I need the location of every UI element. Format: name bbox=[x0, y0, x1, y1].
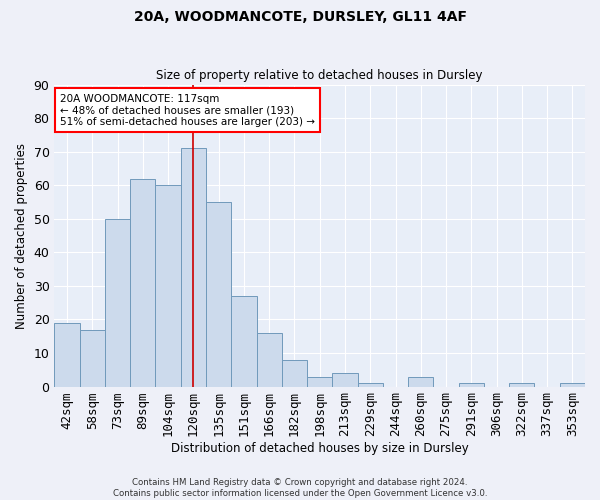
Bar bbox=[181, 148, 206, 386]
Bar bbox=[458, 383, 484, 386]
Text: 20A WOODMANCOTE: 117sqm
← 48% of detached houses are smaller (193)
51% of semi-d: 20A WOODMANCOTE: 117sqm ← 48% of detache… bbox=[60, 94, 315, 127]
Bar bbox=[206, 202, 231, 386]
Bar bbox=[55, 323, 80, 386]
Text: Contains HM Land Registry data © Crown copyright and database right 2024.
Contai: Contains HM Land Registry data © Crown c… bbox=[113, 478, 487, 498]
Bar bbox=[509, 383, 535, 386]
Bar bbox=[560, 383, 585, 386]
Bar bbox=[257, 333, 282, 386]
Text: 20A, WOODMANCOTE, DURSLEY, GL11 4AF: 20A, WOODMANCOTE, DURSLEY, GL11 4AF bbox=[133, 10, 467, 24]
Y-axis label: Number of detached properties: Number of detached properties bbox=[15, 142, 28, 328]
X-axis label: Distribution of detached houses by size in Dursley: Distribution of detached houses by size … bbox=[171, 442, 469, 455]
Bar bbox=[282, 360, 307, 386]
Bar bbox=[130, 178, 155, 386]
Title: Size of property relative to detached houses in Dursley: Size of property relative to detached ho… bbox=[157, 69, 483, 82]
Bar bbox=[332, 373, 358, 386]
Bar bbox=[105, 219, 130, 386]
Bar bbox=[80, 330, 105, 386]
Bar bbox=[155, 185, 181, 386]
Bar bbox=[307, 376, 332, 386]
Bar bbox=[358, 383, 383, 386]
Bar bbox=[231, 296, 257, 386]
Bar bbox=[408, 376, 433, 386]
